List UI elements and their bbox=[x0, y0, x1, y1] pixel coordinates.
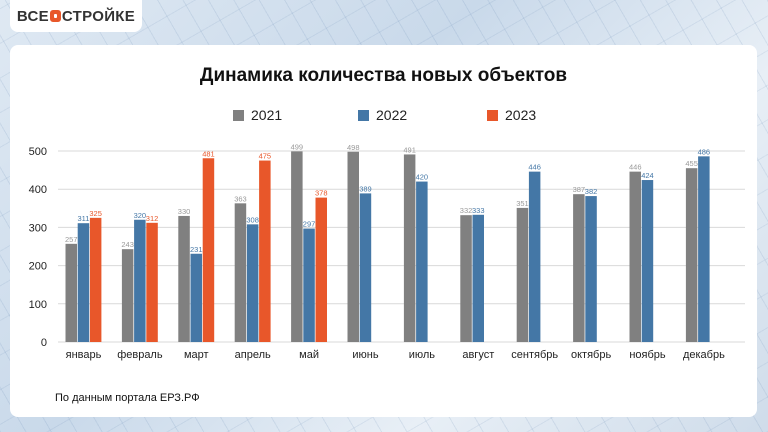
bar-2022 bbox=[303, 228, 315, 342]
bar-2021 bbox=[347, 151, 359, 342]
bar-2021 bbox=[291, 151, 303, 342]
data-label-2022: 333 bbox=[472, 206, 485, 215]
legend-swatch-2022 bbox=[358, 110, 369, 121]
bar-2022 bbox=[528, 171, 541, 342]
data-label-2021: 243 bbox=[121, 240, 134, 249]
logo: ВСЕ СТРОЙКЕ bbox=[10, 0, 142, 32]
bar-2022 bbox=[359, 193, 372, 342]
data-label-2023: 481 bbox=[202, 149, 215, 158]
data-label-2022: 446 bbox=[528, 163, 541, 172]
data-label-2021: 257 bbox=[65, 235, 78, 244]
bar-2023 bbox=[315, 197, 327, 342]
x-tick-label: апрель bbox=[235, 349, 271, 361]
x-tick-label: январь bbox=[66, 349, 102, 361]
bar-2023 bbox=[146, 222, 158, 342]
bar-2022 bbox=[190, 253, 202, 342]
bar-2022 bbox=[641, 180, 654, 342]
data-label-2023: 312 bbox=[146, 214, 159, 223]
y-tick-label: 400 bbox=[29, 184, 47, 196]
data-label-2022: 420 bbox=[416, 173, 429, 182]
data-label-2022: 308 bbox=[246, 215, 259, 224]
bar-2021 bbox=[573, 194, 585, 342]
data-label-2021: 499 bbox=[291, 142, 304, 151]
logo-text-right: СТРОЙКЕ bbox=[61, 7, 136, 25]
x-tick-label: май bbox=[299, 349, 319, 361]
bar-2022 bbox=[134, 219, 146, 342]
y-tick-label: 200 bbox=[29, 261, 47, 273]
x-tick-label: март bbox=[184, 349, 209, 361]
data-label-2022: 424 bbox=[641, 171, 654, 180]
legend-label-2023: 2023 bbox=[505, 107, 536, 123]
bar-2021 bbox=[403, 154, 416, 342]
bar-2022 bbox=[246, 224, 259, 342]
data-label-2022: 320 bbox=[134, 211, 147, 220]
bar-2021 bbox=[629, 171, 641, 342]
x-tick-label: февраль bbox=[117, 349, 163, 361]
x-tick-label: сентябрь bbox=[511, 349, 558, 361]
y-tick-label: 0 bbox=[41, 337, 47, 349]
data-label-2022: 231 bbox=[190, 245, 203, 254]
bar-2021 bbox=[121, 249, 134, 342]
data-label-2021: 330 bbox=[178, 207, 191, 216]
data-label-2023: 325 bbox=[89, 209, 102, 218]
data-label-2021: 491 bbox=[403, 145, 416, 154]
data-label-2021: 455 bbox=[685, 159, 698, 168]
bar-2021 bbox=[685, 168, 698, 342]
x-tick-label: июнь bbox=[352, 349, 378, 361]
bar-2021 bbox=[460, 215, 472, 342]
source-note: По данным портала ЕРЗ.РФ bbox=[55, 392, 200, 404]
bar-2021 bbox=[65, 243, 77, 342]
logo-mark-icon bbox=[49, 10, 61, 22]
x-tick-label: ноябрь bbox=[629, 349, 666, 361]
data-label-2022: 389 bbox=[359, 184, 372, 193]
x-tick-label: август bbox=[462, 349, 494, 361]
data-label-2023: 475 bbox=[259, 152, 272, 161]
data-label-2021: 351 bbox=[516, 199, 529, 208]
logo-text-left: ВСЕ bbox=[16, 7, 49, 25]
data-label-2022: 311 bbox=[77, 214, 89, 223]
bar-2022 bbox=[585, 196, 597, 342]
y-tick-label: 300 bbox=[29, 222, 47, 234]
data-label-2022: 382 bbox=[585, 187, 598, 196]
bar-2021 bbox=[234, 203, 247, 342]
bar-2022 bbox=[77, 223, 90, 342]
y-tick-label: 100 bbox=[29, 299, 47, 311]
legend-label-2021: 2021 bbox=[251, 107, 282, 123]
data-label-2021: 387 bbox=[573, 185, 586, 194]
data-label-2023: 378 bbox=[315, 189, 328, 198]
chart-title: Динамика количества новых объектов bbox=[199, 65, 568, 86]
legend-swatch-2021 bbox=[233, 110, 244, 121]
x-tick-label: октябрь bbox=[571, 349, 611, 361]
data-label-2021: 332 bbox=[460, 206, 473, 215]
legend-label-2022: 2022 bbox=[376, 107, 407, 123]
bar-2021 bbox=[516, 207, 529, 342]
bar-2023 bbox=[202, 158, 215, 342]
bar-2023 bbox=[259, 160, 271, 342]
x-tick-label: июль bbox=[409, 349, 436, 361]
bar-2022 bbox=[698, 156, 710, 342]
data-label-2021: 363 bbox=[234, 194, 247, 203]
y-tick-label: 500 bbox=[29, 146, 47, 158]
bar-2022 bbox=[416, 181, 428, 342]
data-label-2021: 498 bbox=[347, 143, 360, 152]
data-label-2022: 297 bbox=[303, 220, 316, 229]
bar-2022 bbox=[472, 214, 484, 342]
data-label-2021: 446 bbox=[629, 163, 642, 172]
bar-2023 bbox=[89, 217, 102, 342]
legend-swatch-2023 bbox=[487, 110, 498, 121]
data-label-2022: 486 bbox=[698, 147, 711, 156]
bar-2021 bbox=[178, 215, 190, 342]
x-tick-label: декабрь bbox=[683, 349, 725, 361]
